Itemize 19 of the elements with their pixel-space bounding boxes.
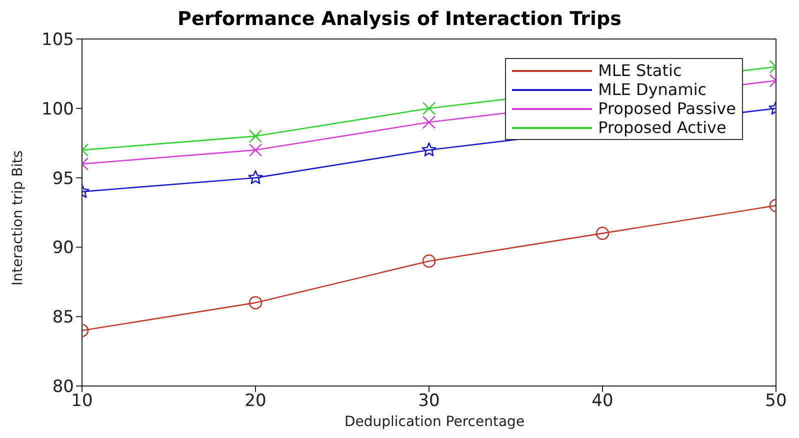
y-axis-title: Interaction trip Bits [10, 150, 26, 286]
legend-label: Proposed Active [598, 118, 726, 137]
y-tick-label: 100 [42, 99, 74, 120]
x-tick-label: 50 [765, 391, 787, 412]
x-tick-label: 20 [244, 391, 266, 412]
legend-label: MLE Dynamic [598, 80, 707, 99]
chart-title: Performance Analysis of Interaction Trips [176, 8, 622, 30]
y-tick-label: 85 [52, 308, 74, 328]
point [422, 254, 436, 268]
legend-label: Proposed Passive [598, 99, 736, 118]
y-tick-label: 105 [42, 30, 74, 50]
y-tick-label: 90 [52, 238, 74, 258]
y-tick-label: 80 [52, 377, 74, 398]
legend-label: MLE Static [598, 61, 682, 80]
x-tick-label: 30 [418, 391, 440, 412]
x-axis-title: Deduplication Percentage [343, 414, 526, 430]
x-tick-label: 40 [592, 391, 614, 412]
y-tick-label: 95 [52, 168, 74, 189]
x-tick-label: 10 [71, 391, 93, 412]
